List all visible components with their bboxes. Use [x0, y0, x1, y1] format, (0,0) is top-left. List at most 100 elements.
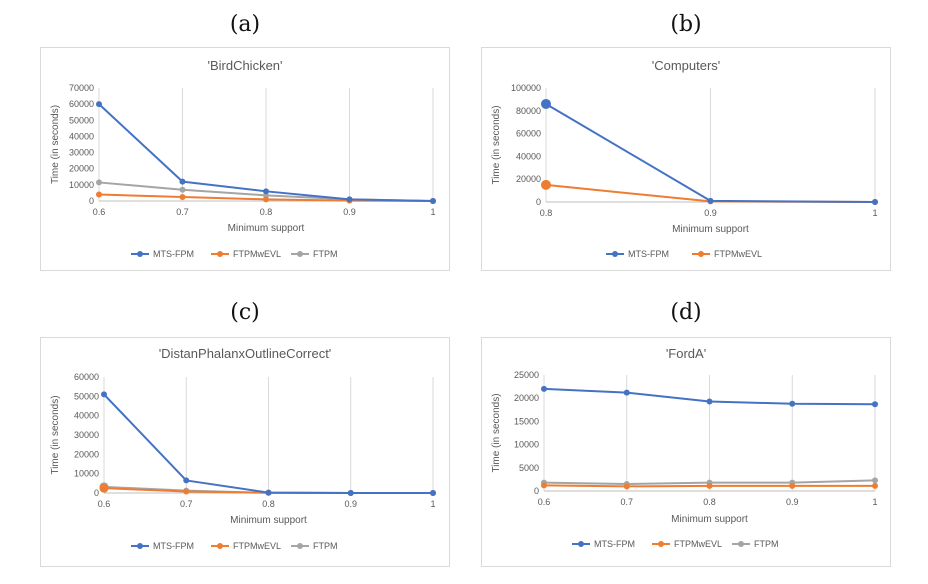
chart-frame-distanphalanx: 'DistanPhalanxOutlineCorrect' 0 10000 20000…	[40, 337, 450, 567]
y-tick-label: 80000	[516, 106, 541, 116]
legend-item-ftpmwevl: FTPMwEVL	[211, 541, 281, 551]
y-tick-label: 5000	[519, 463, 539, 473]
legend-label: MTS-FPM	[153, 249, 194, 259]
y-axis-label: Time (in seconds)	[50, 105, 61, 184]
legend-label: MTS-FPM	[153, 541, 194, 551]
x-tick-label: 1	[872, 497, 877, 507]
data-point-mts-fpm	[872, 199, 878, 205]
data-point-ftpmwevl	[789, 482, 796, 489]
chart-frame-forda: 'FordA' 0 5000 10000 15000 20000 25000 0.6 0.7 0.…	[481, 337, 891, 567]
data-point-mts-fpm	[541, 385, 547, 392]
legend-marker-ftpmwevl	[698, 251, 704, 257]
legend-item-ftpm: FTPM	[291, 249, 338, 259]
x-tick-label: 0.6	[93, 207, 106, 217]
y-tick-label: 50000	[74, 391, 99, 401]
legend-item-ftpm: FTPM	[732, 539, 779, 549]
y-tick-label: 0	[534, 486, 539, 496]
legend-label: MTS-FPM	[628, 249, 669, 259]
y-tick-label: 15000	[514, 416, 539, 426]
y-tick-label: 10000	[514, 440, 539, 450]
x-tick-label: 0.7	[180, 499, 193, 509]
x-tick-label: 0.7	[176, 207, 189, 217]
x-tick-label: 0.8	[260, 207, 273, 217]
chart-forda: 'FordA' 0 5000 10000 15000 20000 25000 0.6 0.7 0.…	[491, 346, 878, 549]
y-tick-label: 0	[536, 197, 541, 207]
y-tick-label: 60000	[516, 129, 541, 139]
x-tick-label: 0.9	[704, 208, 717, 218]
x-tick-label: 0.6	[538, 497, 551, 507]
y-tick-label: 30000	[69, 148, 94, 158]
y-tick-label: 0	[94, 488, 99, 498]
legend-label: FTPMwEVL	[674, 539, 722, 549]
panel-label-b: (b)	[670, 12, 702, 37]
chart-distanphalanx: 'DistanPhalanxOutlineCorrect' 0 10000 20000…	[50, 346, 436, 551]
data-point-mts-fpm	[101, 391, 107, 398]
data-point-ftpmwevl	[706, 482, 713, 489]
x-axis-label: Minimum support	[228, 223, 305, 234]
legend-item-mts-fpm: MTS-FPM	[131, 249, 194, 259]
data-point-mts-fpm	[179, 178, 186, 185]
data-point-mts-fpm	[430, 198, 436, 204]
x-tick-label: 0.8	[540, 208, 553, 218]
legend-label: MTS-FPM	[594, 539, 635, 549]
data-point-mts-fpm	[96, 101, 102, 108]
y-tick-label: 100000	[511, 83, 541, 93]
data-point-mts-fpm	[706, 398, 713, 405]
data-point-ftpmwevl	[623, 483, 630, 490]
y-tick-label: 0	[89, 196, 94, 206]
y-tick-label: 20000	[516, 174, 541, 184]
legend-label: FTPM	[754, 539, 779, 549]
y-axis-label: Time (in seconds)	[491, 105, 502, 184]
y-tick-label: 40000	[69, 131, 94, 141]
chart-birdchicken: 'BirdChicken' 0 10000 20000 30000 40000 50000 6…	[50, 58, 436, 259]
legend-label: FTPM	[313, 249, 338, 259]
x-axis-label: Minimum support	[672, 224, 749, 235]
x-tick-label: 0.7	[620, 497, 633, 507]
legend-marker-ftpm	[297, 543, 303, 549]
y-tick-label: 25000	[514, 370, 539, 380]
x-tick-label: 0.6	[98, 499, 111, 509]
data-point-ftpm	[96, 179, 102, 186]
data-point-mts-fpm	[347, 490, 354, 496]
x-tick-label: 0.9	[343, 207, 356, 217]
y-axis-label: Time (in seconds)	[491, 393, 502, 472]
y-tick-label: 20000	[69, 164, 94, 174]
data-point-ftpmwevl	[183, 488, 190, 495]
data-point-ftpm	[872, 477, 878, 484]
y-tick-label: 70000	[69, 83, 94, 93]
panel-label-d: (d)	[670, 300, 702, 325]
data-point-ftpmwevl	[96, 191, 102, 198]
legend-item-ftpmwevl: FTPMwEVL	[692, 249, 762, 259]
legend-marker-ftpmwevl	[217, 543, 223, 549]
legend-label: FTPMwEVL	[233, 541, 281, 551]
x-axis-label: Minimum support	[230, 515, 307, 526]
legend-item-mts-fpm: MTS-FPM	[572, 539, 635, 549]
data-point-mts-fpm	[346, 196, 353, 203]
data-point-mts-fpm	[872, 401, 878, 408]
data-point-mts-fpm	[623, 389, 630, 396]
chart-frame-birdchicken: 'BirdChicken' 0 10000 20000 30000 40000 50000 6…	[40, 47, 450, 271]
data-point-mts-fpm	[183, 477, 190, 484]
y-tick-label: 10000	[74, 469, 99, 479]
y-tick-label: 30000	[74, 430, 99, 440]
y-tick-label: 50000	[69, 115, 94, 125]
legend-marker-mts-fpm	[137, 251, 143, 257]
legend-marker-ftpmwevl	[658, 541, 664, 547]
x-tick-label: 1	[872, 208, 877, 218]
legend-marker-ftpmwevl	[217, 251, 223, 257]
chart-title: 'Computers'	[652, 58, 721, 73]
data-point-mts-fpm	[541, 98, 551, 109]
legend-item-ftpmwevl: FTPMwEVL	[652, 539, 722, 549]
x-tick-label: 1	[430, 207, 435, 217]
legend-marker-mts-fpm	[137, 543, 143, 549]
chart-computers: 'Computers' 0 20000 40000 60000 80000 100000 0.…	[491, 58, 878, 259]
data-point-ftpmwevl	[179, 193, 186, 200]
data-point-mts-fpm	[707, 197, 714, 204]
legend-item-ftpm: FTPM	[291, 541, 338, 551]
x-tick-label: 0.8	[262, 499, 275, 509]
y-tick-label: 40000	[74, 411, 99, 421]
chart-title: 'BirdChicken'	[207, 58, 282, 73]
legend-label: FTPM	[313, 541, 338, 551]
x-tick-label: 0.9	[786, 497, 799, 507]
legend-marker-mts-fpm	[612, 251, 618, 257]
